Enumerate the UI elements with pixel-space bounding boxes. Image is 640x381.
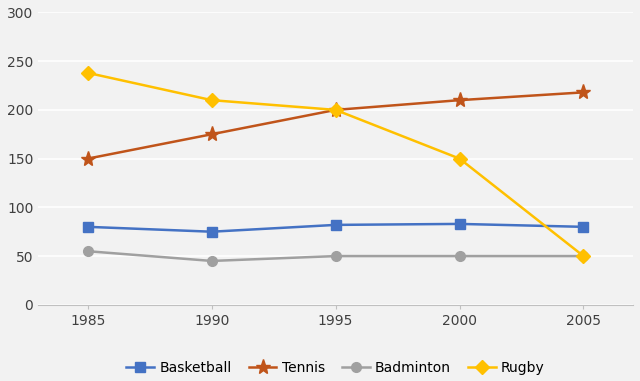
Basketball xyxy=(84,224,92,229)
Basketball xyxy=(208,229,216,234)
Rugby xyxy=(580,254,588,258)
Tennis xyxy=(456,98,463,102)
Badminton xyxy=(208,259,216,263)
Tennis xyxy=(332,107,339,112)
Badminton xyxy=(456,254,463,258)
Line: Rugby: Rugby xyxy=(83,68,588,261)
Line: Tennis: Tennis xyxy=(80,85,591,166)
Rugby xyxy=(208,98,216,102)
Badminton xyxy=(332,254,339,258)
Basketball xyxy=(580,224,588,229)
Rugby xyxy=(84,70,92,75)
Tennis xyxy=(208,132,216,136)
Basketball xyxy=(456,222,463,226)
Rugby xyxy=(456,156,463,161)
Legend: Basketball, Tennis, Badminton, Rugby: Basketball, Tennis, Badminton, Rugby xyxy=(121,355,550,381)
Basketball xyxy=(332,223,339,227)
Badminton xyxy=(580,254,588,258)
Tennis xyxy=(580,90,588,94)
Rugby xyxy=(332,107,339,112)
Line: Badminton: Badminton xyxy=(83,247,588,266)
Tennis xyxy=(84,156,92,161)
Badminton xyxy=(84,249,92,253)
Line: Basketball: Basketball xyxy=(83,219,588,237)
